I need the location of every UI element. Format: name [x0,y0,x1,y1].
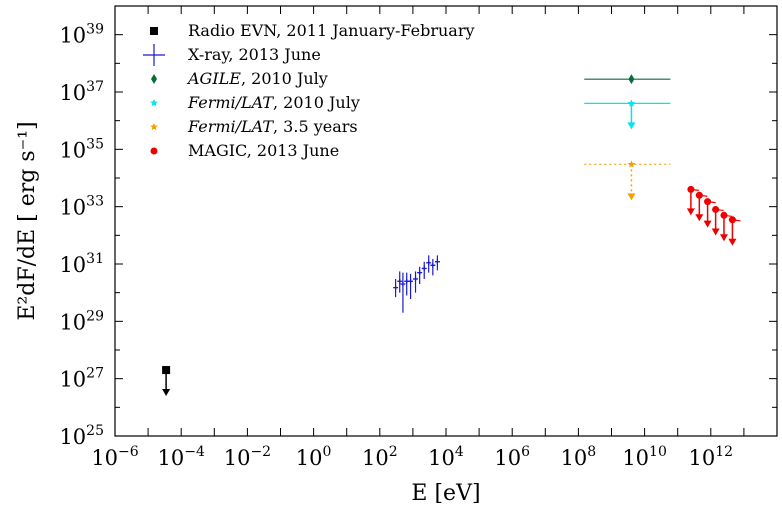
point-group [695,191,708,222]
legend-item-4: Fermi/LAT, 3.5 years [150,117,358,136]
point-group [400,272,406,313]
y-tick-label: 1037 [59,79,104,105]
upper-limit-arrow [711,228,720,236]
data-point [712,205,720,213]
x-tick-label: 10−6 [91,444,138,470]
point-group [397,271,403,293]
data-point [150,99,158,107]
legend-item-1: X-ray, 2013 June [143,44,321,66]
data-point [151,74,157,84]
data-point [627,99,636,107]
point-group [162,366,171,397]
data-point [150,147,158,155]
series-5 [686,185,741,246]
point-group [404,272,410,296]
data-point [627,160,636,168]
data-layer [162,74,741,397]
x-tick-label: 106 [494,444,530,470]
data-point [150,123,158,131]
data-point [687,185,695,193]
data-point [413,276,419,282]
point-group [686,185,699,216]
x-tick-label: 10−4 [158,444,205,470]
data-point [728,216,736,224]
series-4 [584,160,671,201]
upper-limit-arrow [686,208,695,216]
legend-item-3: Fermi/LAT, 2010 July [150,93,360,112]
series-0 [162,366,171,397]
legend-item-0: Radio EVN, 2011 January-February [150,21,475,40]
y-tick-label: 1027 [59,366,104,392]
legend-label: MAGIC, 2013 June [188,141,339,160]
point-group [584,160,671,201]
data-point [408,278,414,284]
series-3 [584,99,671,130]
point-group [584,74,671,85]
point-group [426,255,432,273]
upper-limit-arrow [719,234,728,242]
data-point [695,191,703,199]
legend-label: Radio EVN, 2011 January-February [188,21,475,40]
point-group [393,278,399,298]
data-point [720,211,728,219]
point-group [434,255,440,271]
upper-limit-arrow [627,122,636,130]
x-tick-label: 104 [428,444,464,470]
series-1 [393,255,440,313]
data-point [704,198,712,206]
point-group [703,198,716,228]
upper-limit-arrow [695,214,704,222]
x-tick-label: 1010 [622,444,667,470]
legend-item-5: MAGIC, 2013 June [150,141,339,160]
upper-limit-arrow [703,220,712,228]
legend-label: Fermi/LAT, 2010 July [187,93,360,112]
point-group [408,273,414,300]
data-point [421,265,427,271]
data-point [397,278,403,284]
x-tick-label: 100 [296,444,332,470]
x-tick-labels: 10−6 10−4 10−2 100 102 104 106 108 1010 1012 [91,444,733,470]
upper-limit-arrow [728,238,737,246]
legend: Radio EVN, 2011 January-February X-ray, 2… [143,21,475,160]
x-tick-label: 108 [561,444,597,470]
upper-limit-arrow [627,193,636,201]
y-axis-title: E²dF/dE [ erg s⁻¹] [15,121,40,320]
point-group [413,271,419,293]
x-axis-title: E [eV] [411,481,480,506]
data-point [162,366,171,375]
data-point [628,74,635,85]
x-tick-label: 102 [362,444,398,470]
y-tick-label: 1031 [59,251,104,277]
legend-label: X-ray, 2013 June [188,45,321,64]
point-group [584,99,671,130]
x-tick-label: 10−2 [224,444,271,470]
point-group [417,266,423,285]
point-group [711,205,724,236]
y-tick-label: 1039 [59,22,104,48]
data-point [400,281,406,287]
data-point [150,27,158,35]
upper-limit-arrow [162,389,171,397]
y-tick-label: 1033 [59,194,104,220]
point-group [430,258,436,276]
data-point [393,285,399,291]
y-tick-label: 1029 [59,308,104,334]
data-point [426,260,432,266]
legend-label: Fermi/LAT, 3.5 years [187,117,358,136]
point-group [421,261,427,279]
legend-item-2: AGILE, 2010 July [151,69,328,88]
y-tick-labels: 1025 1027 1029 1031 1033 1035 1037 1039 [59,22,104,449]
point-group [719,211,733,242]
y-tick-label: 1035 [59,136,104,162]
data-point [417,270,423,276]
legend-label: AGILE, 2010 July [186,69,328,88]
tick-marks [114,5,778,437]
point-group [728,216,741,246]
x-tick-label: 1012 [689,444,734,470]
series-2 [584,74,671,85]
data-point [434,259,440,265]
y-tick-label: 1025 [59,423,104,449]
data-point [430,262,436,268]
